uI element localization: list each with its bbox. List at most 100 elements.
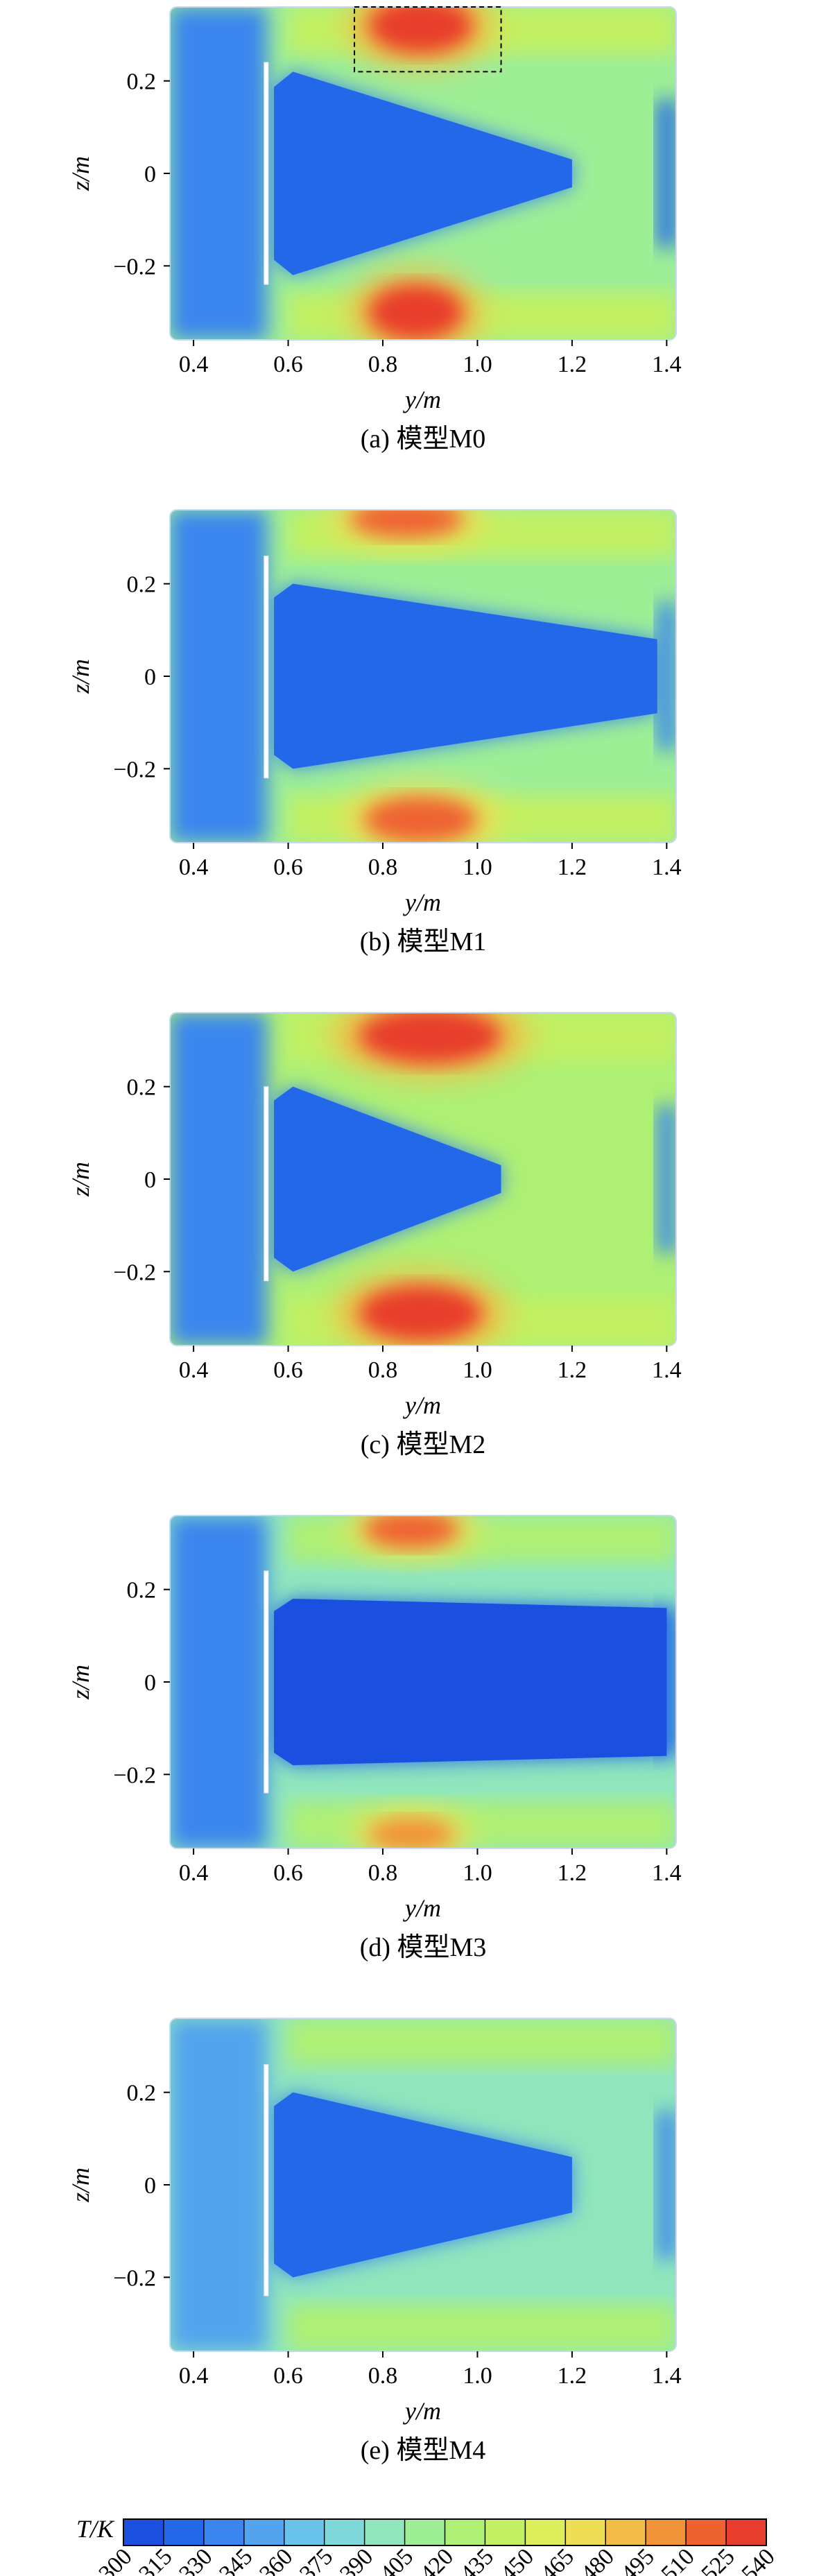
- x-tick-label: 0.8: [368, 352, 398, 377]
- colorbar-tick-label: 465: [536, 2543, 579, 2576]
- x-tick-label: 0.4: [179, 352, 209, 377]
- outlet-region: [657, 99, 676, 248]
- y-tick-label: 0: [144, 162, 156, 187]
- colorbar-swatch: [163, 2519, 205, 2545]
- inlet-region: [170, 1013, 267, 1346]
- temperature-field: [170, 7, 676, 340]
- outlet-region: [657, 2111, 676, 2259]
- x-tick-label: 0.6: [273, 855, 303, 880]
- x-tick-label: 0.8: [368, 1357, 398, 1383]
- colorbar-tick-label: 345: [214, 2543, 257, 2576]
- y-tick-label: −0.2: [113, 757, 156, 782]
- colorbar-tick-label: 330: [174, 2543, 217, 2576]
- hot-spot: [363, 796, 478, 843]
- x-tick-label: 0.4: [179, 855, 209, 880]
- cold-core: [274, 2092, 572, 2278]
- warm-band-bottom: [288, 1801, 676, 1848]
- warm-band-top: [288, 1515, 676, 1563]
- x-tick-label: 1.0: [463, 352, 492, 377]
- contour-panel: 0.4 0.6 0.8 1.0 1.2 1.4 0.2 0 −0.2 y/m z/m (d) 模型M3: [67, 1515, 682, 1962]
- x-tick-label: 0.6: [273, 1860, 303, 1886]
- colorbar-swatch: [605, 2519, 646, 2545]
- y-tick-label: 0.2: [127, 1578, 157, 1604]
- partition-wall: [264, 1570, 269, 1794]
- x-axis-label: y/m: [403, 2397, 441, 2425]
- colorbar-swatch: [284, 2519, 325, 2545]
- colorbar-tick-label: 315: [134, 2543, 177, 2576]
- highlight-box: [354, 6, 502, 73]
- panel-caption: (b) 模型M1: [360, 927, 487, 956]
- y-axis-label: z/m: [67, 2167, 94, 2203]
- x-tick-label: 1.4: [652, 2363, 682, 2389]
- y-axis-label: z/m: [67, 1162, 94, 1197]
- y-tick-label: 0: [144, 1670, 156, 1696]
- temperature-field: [170, 1515, 676, 1848]
- x-tick-label: 0.4: [179, 1860, 209, 1886]
- colorbar-swatch: [726, 2519, 767, 2545]
- y-axis-label: z/m: [67, 1665, 94, 1700]
- y-tick-label: −0.2: [113, 254, 156, 280]
- outlet-region: [657, 1105, 676, 1253]
- x-tick-label: 1.0: [463, 1357, 492, 1383]
- x-tick-label: 0.8: [368, 855, 398, 880]
- x-tick-label: 0.6: [273, 1357, 303, 1383]
- contour-panel: 0.4 0.6 0.8 1.0 1.2 1.4 0.2 0 −0.2 y/m z/m (b) 模型M1: [67, 509, 682, 956]
- y-tick-label: 0.2: [127, 572, 157, 598]
- y-tick-label: 0.2: [127, 2081, 157, 2106]
- panel-caption: (c) 模型M2: [361, 1430, 485, 1459]
- colorbar-swatch: [686, 2519, 727, 2545]
- panel-caption: (d) 模型M3: [360, 1933, 487, 1962]
- x-tick-label: 1.2: [558, 1357, 587, 1383]
- colorbar-swatch: [203, 2519, 245, 2545]
- hot-spot: [368, 1818, 454, 1848]
- cold-core: [274, 583, 657, 769]
- x-tick-label: 1.2: [558, 2363, 587, 2389]
- x-tick-label: 1.2: [558, 855, 587, 880]
- contour-panel: 0.4 0.6 0.8 1.0 1.2 1.4 0.2 0 −0.2 y/m z/m (a) 模型M0: [67, 6, 682, 454]
- colorbar-swatch: [485, 2519, 526, 2545]
- colorbar-tick-label: 420: [415, 2543, 458, 2576]
- temperature-field: [170, 2018, 676, 2351]
- inlet-region: [170, 510, 267, 843]
- x-tick-label: 0.4: [179, 2363, 209, 2389]
- outlet-region: [657, 602, 676, 750]
- colorbar-tick-label: 510: [657, 2543, 700, 2576]
- inlet-region: [170, 7, 267, 340]
- hot-spot: [350, 510, 463, 538]
- x-tick-label: 1.2: [558, 1860, 587, 1886]
- colorbar-tick-label: 495: [617, 2543, 659, 2576]
- y-tick-label: −0.2: [113, 1762, 156, 1788]
- y-axis-label: z/m: [67, 156, 94, 191]
- contour-panel: 0.4 0.6 0.8 1.0 1.2 1.4 0.2 0 −0.2 y/m z/m (e) 模型M4: [67, 2018, 682, 2465]
- panel-caption: (e) 模型M4: [361, 2436, 485, 2465]
- temperature-field: [170, 510, 676, 843]
- x-tick-label: 1.2: [558, 352, 587, 377]
- x-tick-label: 1.4: [652, 1357, 682, 1383]
- colorbar-tick-label: 390: [335, 2543, 378, 2576]
- y-tick-label: −0.2: [113, 1260, 156, 1285]
- x-tick-label: 1.4: [652, 855, 682, 880]
- y-tick-label: 0.2: [127, 69, 157, 95]
- colorbar-tick-label: 300: [94, 2543, 137, 2576]
- y-tick-label: 0.2: [127, 1075, 157, 1101]
- temperature-field: [170, 1013, 676, 1346]
- hot-spot: [368, 284, 463, 340]
- hot-spot: [363, 1515, 459, 1548]
- x-axis-label: y/m: [403, 1894, 441, 1922]
- x-tick-label: 0.6: [273, 352, 303, 377]
- partition-wall: [264, 62, 269, 285]
- x-tick-label: 0.8: [368, 2363, 398, 2389]
- panel-caption: (a) 模型M0: [361, 424, 485, 454]
- warm-band-bottom: [288, 293, 676, 340]
- hot-spot: [368, 7, 473, 53]
- colorbar-tick-label: 525: [696, 2543, 739, 2576]
- y-tick-label: 0: [144, 1167, 156, 1193]
- colorbar-swatch: [404, 2519, 445, 2545]
- x-tick-label: 1.0: [463, 1860, 492, 1886]
- cold-core: [274, 71, 572, 275]
- colorbar: T/K 300315330345360375390405420435450465…: [76, 2515, 780, 2576]
- x-tick-label: 1.0: [463, 855, 492, 880]
- x-tick-label: 1.4: [652, 352, 682, 377]
- colorbar-tick-label: 435: [456, 2543, 499, 2576]
